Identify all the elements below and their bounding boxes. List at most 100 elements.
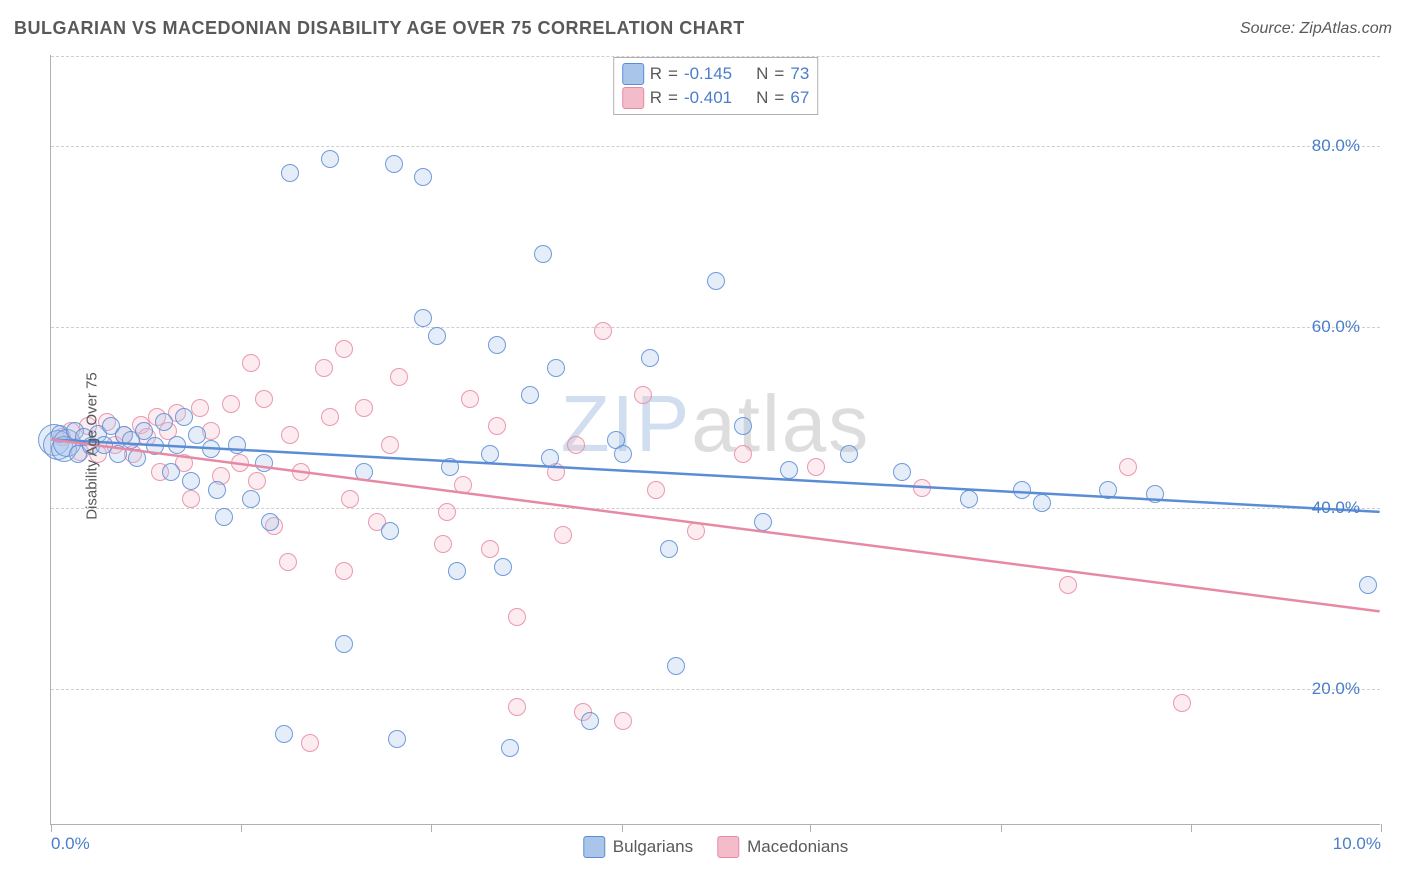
- scatter-point: [231, 454, 249, 472]
- scatter-point: [893, 463, 911, 481]
- scatter-point: [385, 155, 403, 173]
- stat-n-label: N: [756, 88, 768, 108]
- scatter-point: [168, 436, 186, 454]
- legend-swatch-macedonians: [717, 836, 739, 858]
- scatter-point: [261, 513, 279, 531]
- y-axis-label: Disability Age Over 75: [83, 372, 100, 520]
- series-legend: Bulgarians Macedonians: [583, 836, 848, 858]
- scatter-point: [1033, 494, 1051, 512]
- scatter-point: [441, 458, 459, 476]
- scatter-point: [242, 490, 260, 508]
- legend-label-1: Macedonians: [747, 837, 848, 857]
- scatter-point: [1013, 481, 1031, 499]
- scatter-point: [292, 463, 310, 481]
- scatter-point: [461, 390, 479, 408]
- scatter-point: [508, 698, 526, 716]
- scatter-point: [438, 503, 456, 521]
- scatter-point: [155, 413, 173, 431]
- scatter-point: [355, 463, 373, 481]
- source-credit: Source: ZipAtlas.com: [1240, 20, 1392, 38]
- scatter-point: [1359, 576, 1377, 594]
- legend-item-bulgarians: Bulgarians: [583, 836, 693, 858]
- scatter-point: [128, 449, 146, 467]
- stat-r-value-0: -0.145: [684, 64, 732, 84]
- scatter-point: [335, 635, 353, 653]
- eq-sign: =: [774, 88, 784, 108]
- scatter-point: [1099, 481, 1117, 499]
- scatter-point: [960, 490, 978, 508]
- scatter-point: [614, 712, 632, 730]
- eq-sign: =: [668, 64, 678, 84]
- scatter-point: [428, 327, 446, 345]
- scatter-point: [541, 449, 559, 467]
- scatter-point: [390, 368, 408, 386]
- scatter-point: [191, 399, 209, 417]
- scatter-point: [321, 408, 339, 426]
- scatter-point: [1173, 694, 1191, 712]
- scatter-point: [275, 725, 293, 743]
- scatter-point: [228, 436, 246, 454]
- scatter-point: [255, 454, 273, 472]
- scatter-point: [448, 562, 466, 580]
- scatter-point: [1146, 485, 1164, 503]
- scatter-point: [501, 739, 519, 757]
- scatter-point: [554, 526, 572, 544]
- chart-title: BULGARIAN VS MACEDONIAN DISABILITY AGE O…: [14, 18, 745, 39]
- scatter-point: [754, 513, 772, 531]
- stat-n-value-0: 73: [790, 64, 809, 84]
- stat-r-value-1: -0.401: [684, 88, 732, 108]
- xtick-label: 0.0%: [51, 834, 90, 854]
- stat-legend: R = -0.145 N = 73 R = -0.401 N = 67: [613, 57, 819, 115]
- stat-row-bulgarians: R = -0.145 N = 73: [622, 62, 810, 86]
- eq-sign: =: [774, 64, 784, 84]
- scatter-point: [222, 395, 240, 413]
- scatter-point: [1119, 458, 1137, 476]
- scatter-point: [281, 426, 299, 444]
- scatter-point: [707, 272, 725, 290]
- scatter-point: [734, 445, 752, 463]
- legend-label-0: Bulgarians: [613, 837, 693, 857]
- ytick-label: 40.0%: [1312, 498, 1360, 518]
- scatter-point: [734, 417, 752, 435]
- scatter-point: [641, 349, 659, 367]
- scatter-point: [182, 490, 200, 508]
- scatter-point: [279, 553, 297, 571]
- scatter-point: [341, 490, 359, 508]
- scatter-point: [660, 540, 678, 558]
- xtick-label: 10.0%: [1333, 834, 1381, 854]
- scatter-point: [335, 562, 353, 580]
- scatter-point: [454, 476, 472, 494]
- scatter-point: [281, 164, 299, 182]
- scatter-point: [321, 150, 339, 168]
- scatter-point: [567, 436, 585, 454]
- scatter-point: [388, 730, 406, 748]
- ytick-label: 20.0%: [1312, 679, 1360, 699]
- scatter-point: [581, 712, 599, 730]
- scatter-points: [51, 55, 1380, 824]
- scatter-point: [109, 445, 127, 463]
- scatter-point: [521, 386, 539, 404]
- ytick-label: 60.0%: [1312, 317, 1360, 337]
- scatter-point: [488, 417, 506, 435]
- stat-n-value-1: 67: [790, 88, 809, 108]
- scatter-point: [667, 657, 685, 675]
- scatter-point: [175, 408, 193, 426]
- scatter-point: [687, 522, 705, 540]
- scatter-point: [840, 445, 858, 463]
- scatter-point: [807, 458, 825, 476]
- scatter-point: [488, 336, 506, 354]
- scatter-point: [614, 445, 632, 463]
- ytick-label: 80.0%: [1312, 136, 1360, 156]
- legend-item-macedonians: Macedonians: [717, 836, 848, 858]
- scatter-point: [242, 354, 260, 372]
- stat-row-macedonians: R = -0.401 N = 67: [622, 86, 810, 110]
- scatter-point: [381, 436, 399, 454]
- stat-r-label: R: [650, 88, 662, 108]
- scatter-point: [508, 608, 526, 626]
- scatter-point: [215, 508, 233, 526]
- scatter-point: [494, 558, 512, 576]
- eq-sign: =: [668, 88, 678, 108]
- scatter-point: [534, 245, 552, 263]
- scatter-point: [146, 437, 164, 455]
- scatter-point: [481, 540, 499, 558]
